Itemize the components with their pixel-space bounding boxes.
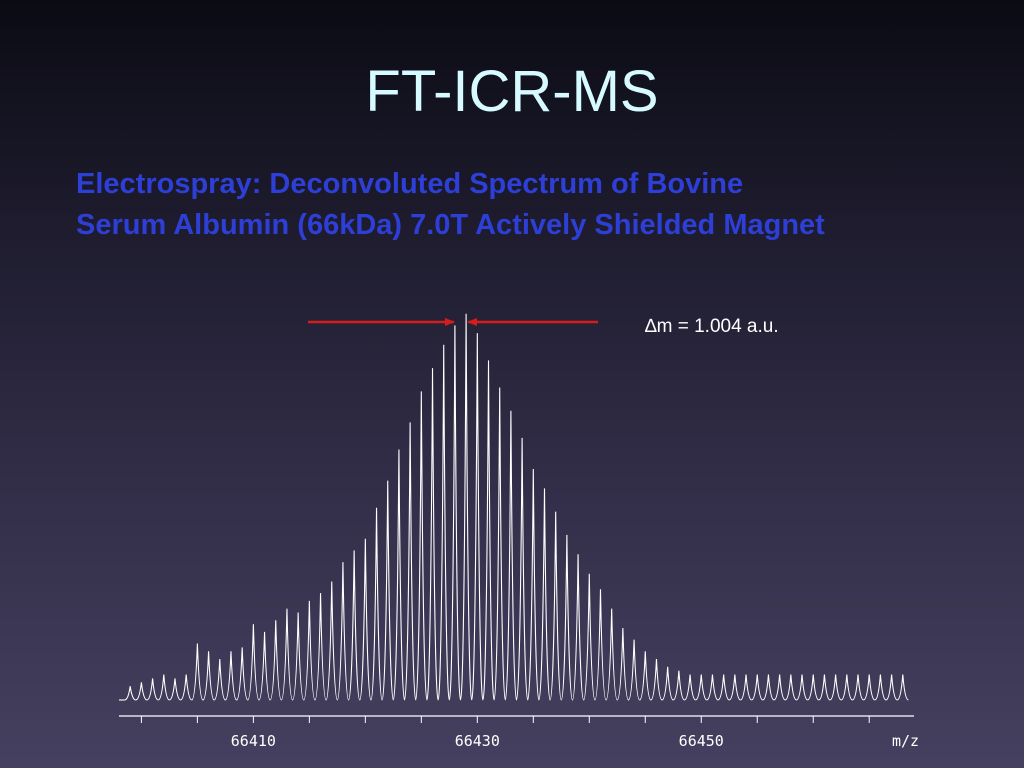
spectrum-peak	[751, 674, 764, 701]
spectrum-peak	[370, 507, 383, 701]
spectrum-peak	[493, 387, 506, 701]
spectrum-peak	[459, 313, 473, 701]
spectrum-peak	[717, 674, 730, 701]
spectrum-peak	[807, 674, 820, 701]
spectrum-peak	[347, 550, 361, 701]
spectrum-peak	[885, 674, 898, 701]
x-tick-label: 66450	[679, 732, 724, 750]
spectrum-peak	[706, 674, 719, 701]
spectrum-peak	[605, 608, 618, 701]
spectrum-peak	[437, 344, 450, 701]
x-axis-label: m/z	[892, 732, 919, 750]
spectrum-peak	[829, 674, 842, 701]
spectrum-peak	[303, 600, 316, 701]
spectrum-peak	[247, 624, 260, 701]
spectrum-peak	[392, 449, 406, 701]
spectrum-peak	[359, 538, 372, 701]
spectrum-peak	[292, 612, 305, 701]
spectrum-peak	[146, 678, 159, 701]
spectrum-peak	[482, 360, 495, 701]
spectrum-peak	[594, 589, 607, 701]
spectrum-peak	[684, 674, 696, 701]
spectrum-peak	[202, 651, 215, 701]
spectrum-peak	[538, 488, 551, 701]
spectrum-peak	[762, 674, 775, 701]
spectrum-peak	[258, 631, 271, 701]
spectrum-peak	[448, 325, 462, 701]
spectrum-peak	[560, 534, 574, 701]
delta-m-annotation: ∆m = 1.004 a.u.	[645, 316, 779, 337]
spectrum-peak	[729, 674, 741, 701]
spectrum-peak	[527, 468, 540, 701]
spectrum-peak	[504, 410, 518, 701]
spectrum-peak	[785, 674, 797, 701]
spectrum-peak	[740, 674, 752, 701]
spectrum-peak	[661, 666, 674, 701]
spectrum-layer	[119, 313, 909, 701]
spectrum-peak	[471, 333, 484, 701]
spectrum-peak	[796, 674, 808, 701]
spectrum-peak	[571, 554, 585, 701]
spectrum-peak	[180, 674, 193, 701]
spectrum-peak	[336, 562, 350, 701]
spectrum-peak	[840, 674, 853, 701]
spectrum-peak	[169, 678, 181, 701]
spectrum-peak	[773, 674, 786, 701]
spectrum-peak	[695, 674, 708, 701]
spectrum-peak	[381, 480, 394, 701]
spectrum-peak	[403, 422, 417, 701]
spectrum-peak	[280, 608, 294, 701]
spectrum-peak	[549, 511, 562, 701]
x-axis	[119, 715, 914, 723]
spectrum-peak	[627, 639, 641, 701]
spectrum-peak	[314, 593, 327, 701]
spectrum-peak	[874, 674, 887, 701]
slide-subtitle: Electrospray: Deconvoluted Spectrum of B…	[76, 164, 996, 246]
spectrum-peak	[415, 391, 428, 701]
spectrum-peak	[236, 647, 249, 701]
spectrum-peak	[852, 674, 864, 701]
spectrum-peak	[426, 368, 439, 701]
spectrum-peak	[650, 659, 663, 701]
slide-title: FT-ICR-MS	[365, 59, 659, 124]
spectrum-peak	[213, 659, 226, 701]
spectrum-peak	[639, 651, 652, 701]
spectrum-peak	[157, 674, 170, 701]
x-tick-label: 66410	[231, 732, 276, 750]
spectrum-peak	[191, 643, 204, 701]
spectrum-peak	[863, 674, 876, 701]
spectrum-peak	[896, 674, 909, 701]
spectrum-peak	[135, 682, 148, 701]
spectrum-peak	[616, 628, 630, 701]
spectrum-peak	[583, 573, 596, 701]
x-tick-label: 66430	[455, 732, 500, 750]
spectrum-peak	[818, 674, 831, 701]
spectrum-peak	[325, 581, 338, 701]
spectrum-peak	[124, 686, 136, 701]
spectrum-peak	[673, 670, 685, 701]
spectrum-peak	[224, 651, 238, 701]
subtitle-line-2: Serum Albumin (66kDa) 7.0T Actively Shie…	[76, 209, 825, 241]
x-tick-labels: 66410 66430 66450	[231, 732, 724, 750]
spectrum-peak	[269, 620, 282, 701]
spectrum-peak	[515, 437, 529, 701]
subtitle-line-1: Electrospray: Deconvoluted Spectrum of B…	[76, 168, 744, 200]
